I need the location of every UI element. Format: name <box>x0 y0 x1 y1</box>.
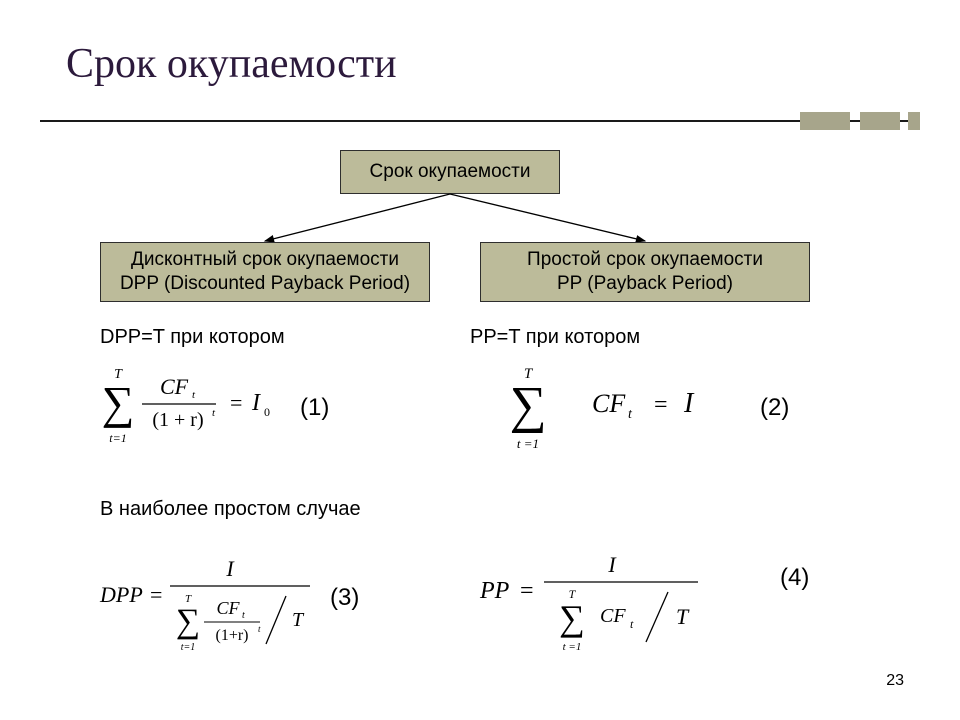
svg-text:t: t <box>258 624 261 634</box>
diagram-right-line1: Простой срок окупаемости <box>527 248 763 272</box>
svg-text:I: I <box>683 388 695 419</box>
dpp-condition-label: DPP=T при котором <box>100 326 285 349</box>
svg-text:t: t <box>628 407 633 422</box>
svg-text:t =1: t =1 <box>517 436 539 451</box>
svg-text:(1 + r): (1 + r) <box>152 409 203 431</box>
diagram-left-line1: Дисконтный срок окупаемости <box>131 248 399 272</box>
svg-text:t =1: t =1 <box>563 641 582 653</box>
formula-3-tag: (3) <box>330 584 359 612</box>
formula-3: DPP = I T ∑ t=1 CF t (1+r) t T <box>100 540 315 660</box>
svg-text:=: = <box>230 390 242 415</box>
svg-text:I: I <box>251 390 261 416</box>
svg-text:∑: ∑ <box>102 377 135 428</box>
svg-text:DPP: DPP <box>99 582 143 607</box>
divider-block <box>908 112 920 130</box>
svg-text:=: = <box>654 392 668 418</box>
svg-text:T: T <box>676 604 690 629</box>
svg-text:∑: ∑ <box>559 598 585 638</box>
page-title: Срок окупаемости <box>66 40 397 88</box>
diagram-right-line2: PP (Payback Period) <box>557 272 733 296</box>
diagram-left-line2: DPP (Discounted Payback Period) <box>120 272 410 296</box>
svg-text:CF: CF <box>160 374 189 399</box>
slide: { "meta": { "width": 960, "height": 720,… <box>0 0 960 720</box>
formula-2: T ∑ t =1 CF t = I <box>500 356 730 456</box>
svg-text:t: t <box>192 389 196 401</box>
svg-text:t=1: t=1 <box>109 431 126 445</box>
svg-text:I: I <box>225 556 235 581</box>
formula-2-tag: (2) <box>760 394 789 422</box>
diagram-left-box: Дисконтный срок окупаемости DPP (Discoun… <box>100 242 430 302</box>
diagram-root-box: Срок окупаемости <box>340 150 560 194</box>
svg-text:CF: CF <box>600 605 626 627</box>
svg-text:CF: CF <box>216 598 240 618</box>
svg-text:∑: ∑ <box>176 603 200 640</box>
svg-text:∑: ∑ <box>509 377 546 434</box>
svg-text:T: T <box>292 609 305 631</box>
divider-block <box>860 112 900 130</box>
svg-text:=: = <box>520 578 534 604</box>
svg-text:I: I <box>607 552 617 577</box>
svg-text:PP: PP <box>479 578 510 604</box>
title-divider <box>40 112 920 130</box>
formula-1-tag: (1) <box>300 394 329 422</box>
divider-block <box>800 112 850 130</box>
svg-text:0: 0 <box>264 405 270 419</box>
slide-number: 23 <box>886 672 904 690</box>
svg-text:t: t <box>212 407 216 419</box>
svg-text:=: = <box>150 582 162 607</box>
divider-line <box>40 120 920 122</box>
formula-4-tag: (4) <box>780 564 809 592</box>
svg-text:(1+r): (1+r) <box>215 627 248 644</box>
simple-case-label: В наиболее простом случае <box>100 498 361 521</box>
pp-condition-label: PP=T при котором <box>470 326 640 349</box>
svg-text:CF: CF <box>592 389 626 418</box>
svg-text:t=1: t=1 <box>181 642 196 653</box>
formula-4: PP = I T ∑ t =1 CF t T <box>480 540 730 660</box>
diagram-root-label: Срок окупаемости <box>370 160 531 184</box>
svg-text:t: t <box>630 617 634 631</box>
svg-text:t: t <box>242 610 245 621</box>
diagram-right-box: Простой срок окупаемости PP (Payback Per… <box>480 242 810 302</box>
formula-1: T ∑ t=1 CF t (1 + r) t = I 0 <box>100 356 290 456</box>
